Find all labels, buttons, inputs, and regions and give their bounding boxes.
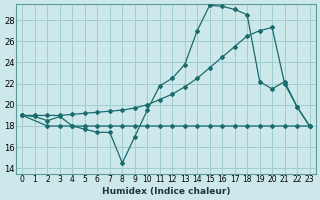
X-axis label: Humidex (Indice chaleur): Humidex (Indice chaleur) xyxy=(102,187,230,196)
